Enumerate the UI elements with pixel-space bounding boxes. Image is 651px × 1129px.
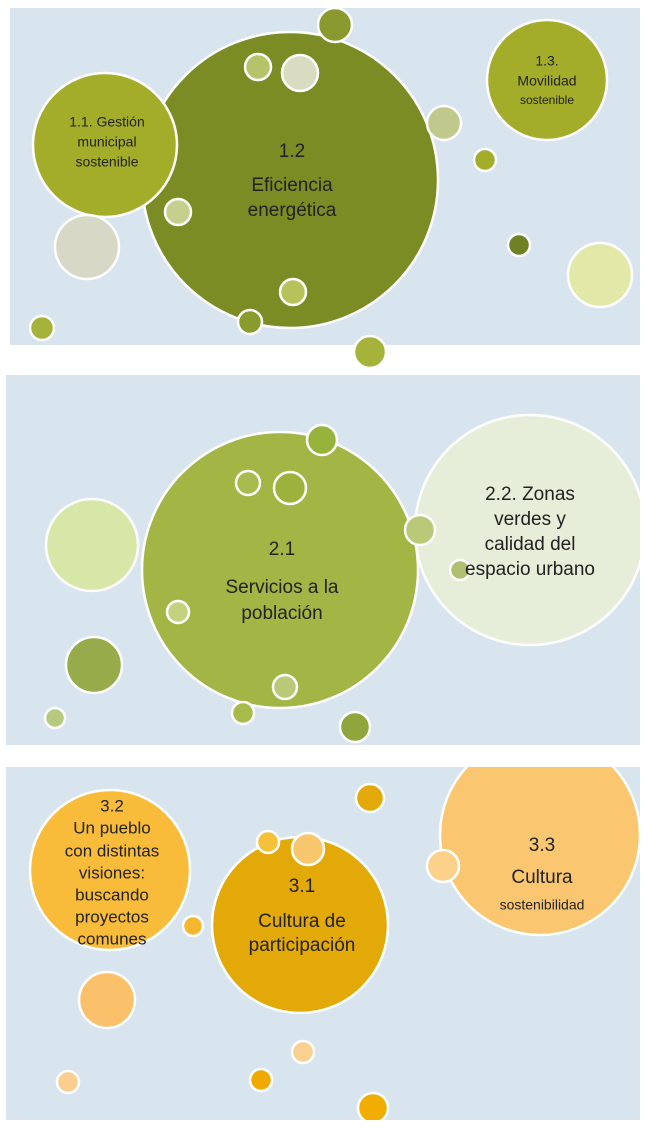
bubble-label: calidad del xyxy=(485,534,576,555)
bubble-label: 3.2 xyxy=(100,796,124,815)
dot xyxy=(181,914,205,938)
panel: 3.1 Cultura de participación 3.2 Un pueb… xyxy=(6,767,640,1120)
bubble-label: buscando xyxy=(75,885,149,904)
bubble-label: comunes xyxy=(78,929,147,948)
dot xyxy=(316,8,354,44)
dot xyxy=(448,558,472,582)
bubble-label: 1.2 xyxy=(279,141,305,162)
bubble-label: espacio urbano xyxy=(465,559,595,580)
dot xyxy=(356,1091,390,1120)
dot xyxy=(271,673,299,701)
dot xyxy=(403,513,437,547)
bubble-label: proyectos xyxy=(75,907,149,926)
bubble-label: Un pueblo xyxy=(73,818,151,837)
bubble-label: municipal xyxy=(77,134,136,150)
panel: 2.1 Servicios a la población 2.2. Zonas … xyxy=(6,375,640,745)
bubble xyxy=(140,430,420,710)
dot xyxy=(165,599,191,625)
dot xyxy=(236,308,264,336)
dot xyxy=(290,1039,316,1065)
bubble-label: población xyxy=(241,603,322,624)
bubble-label: Movilidad xyxy=(517,73,576,89)
dot xyxy=(280,53,320,93)
dot xyxy=(248,1067,274,1093)
dot xyxy=(55,1069,81,1095)
bubble-label: Cultura xyxy=(511,867,573,888)
dot xyxy=(425,104,463,142)
bubble-label: Servicios a la xyxy=(226,577,339,598)
dot xyxy=(338,710,372,744)
dot xyxy=(352,334,388,370)
bubble xyxy=(28,788,192,952)
dot xyxy=(290,831,326,867)
dot xyxy=(230,700,256,726)
dot xyxy=(472,147,498,173)
bubble-label: 2.1 xyxy=(269,539,295,560)
bubble-label: energética xyxy=(248,200,337,221)
dot xyxy=(243,52,273,82)
dot xyxy=(425,848,461,884)
bubble xyxy=(31,71,179,219)
bubble-label: 2.2. Zonas xyxy=(485,484,575,505)
bubble-label: sostenibilidad xyxy=(500,897,585,913)
dot xyxy=(64,635,124,695)
dot xyxy=(28,314,56,342)
bubble-label: Eficiencia xyxy=(251,175,333,196)
bubble-label: participación xyxy=(249,935,356,956)
bubble xyxy=(485,18,609,142)
dot xyxy=(234,469,262,497)
dot xyxy=(566,241,634,309)
bubble-label: visiones: xyxy=(79,863,145,882)
dot xyxy=(44,497,140,593)
panel: 1.2 Eficiencia energética 1.1. Gestión m… xyxy=(10,8,640,370)
dot xyxy=(278,277,308,307)
bubble-label: Cultura de xyxy=(258,911,346,932)
dot xyxy=(163,197,193,227)
bubble-label: 1.3. xyxy=(535,53,558,69)
bubble-label: con distintas xyxy=(65,841,160,860)
dot xyxy=(77,970,137,1030)
dot xyxy=(305,423,339,457)
dot xyxy=(255,829,281,855)
bubble xyxy=(438,767,640,937)
bubble-label: verdes y xyxy=(494,509,566,530)
dot xyxy=(272,470,308,506)
bubble-label: 3.3 xyxy=(529,835,555,856)
bubble-label: 3.1 xyxy=(289,876,315,897)
bubble-label: sostenible xyxy=(75,154,138,170)
dot xyxy=(53,213,121,281)
bubble-label: 1.1. Gestión xyxy=(69,114,145,130)
dot xyxy=(43,706,67,730)
bubble-label: sostenible xyxy=(520,93,574,107)
dot xyxy=(354,782,386,814)
dot xyxy=(506,232,532,258)
